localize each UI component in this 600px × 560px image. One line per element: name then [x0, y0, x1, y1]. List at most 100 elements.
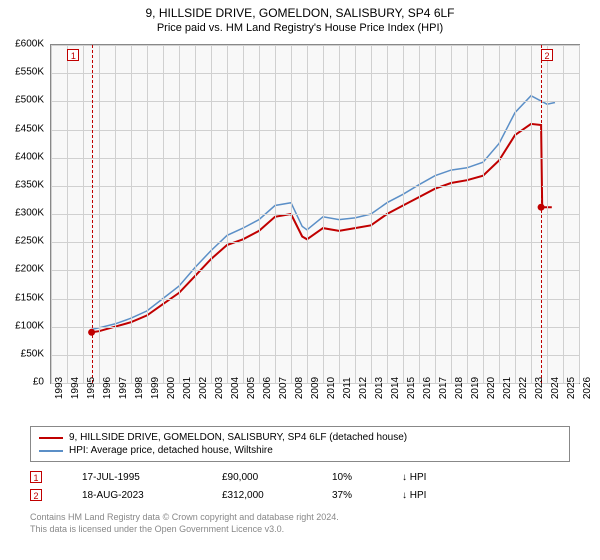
- y-axis-ticks: £0£50K£100K£150K£200K£250K£300K£350K£400…: [0, 44, 48, 384]
- event-hpi-indicator: ↓ HPI: [402, 472, 426, 483]
- gridline-vertical: [99, 45, 100, 383]
- x-tick-label: 2017: [438, 377, 449, 399]
- x-tick-label: 2002: [198, 377, 209, 399]
- event-hpi-indicator: ↓ HPI: [402, 490, 426, 501]
- x-tick-label: 2015: [406, 377, 417, 399]
- marker-number-box: 1: [67, 49, 79, 61]
- x-tick-label: 2013: [374, 377, 385, 399]
- y-tick-label: £250K: [15, 236, 44, 247]
- event-table: 117-JUL-1995£90,00010%↓ HPI218-AUG-2023£…: [30, 468, 570, 504]
- x-tick-label: 2012: [358, 377, 369, 399]
- gridline-vertical: [339, 45, 340, 383]
- event-marker-box: 2: [30, 489, 42, 501]
- event-marker-box: 1: [30, 471, 42, 483]
- x-tick-label: 2010: [326, 377, 337, 399]
- gridline-vertical: [387, 45, 388, 383]
- gridline-vertical: [83, 45, 84, 383]
- footer-line-2: This data is licensed under the Open Gov…: [30, 524, 570, 536]
- x-tick-label: 2016: [422, 377, 433, 399]
- x-tick-label: 2019: [470, 377, 481, 399]
- footer-attribution: Contains HM Land Registry data © Crown c…: [30, 512, 570, 535]
- gridline-vertical: [131, 45, 132, 383]
- gridline-vertical: [403, 45, 404, 383]
- event-row: 117-JUL-1995£90,00010%↓ HPI: [30, 468, 570, 486]
- x-tick-label: 2006: [262, 377, 273, 399]
- y-tick-label: £450K: [15, 123, 44, 134]
- chart-container: 9, HILLSIDE DRIVE, GOMELDON, SALISBURY, …: [0, 0, 600, 560]
- chart-subtitle: Price paid vs. HM Land Registry's House …: [0, 22, 600, 34]
- y-tick-label: £0: [33, 377, 44, 388]
- x-tick-label: 2004: [230, 377, 241, 399]
- gridline-vertical: [579, 45, 580, 383]
- x-tick-label: 1998: [134, 377, 145, 399]
- x-tick-label: 2026: [582, 377, 593, 399]
- event-row: 2 18-AUG-2023 £312,000 37% ↓ HPI: [30, 486, 570, 504]
- gridline-vertical: [227, 45, 228, 383]
- x-tick-label: 2009: [310, 377, 321, 399]
- event-price: £90,000: [222, 472, 302, 483]
- x-tick-label: 2025: [566, 377, 577, 399]
- chart-plot-area: 12: [50, 44, 580, 384]
- y-tick-label: £150K: [15, 292, 44, 303]
- x-tick-label: 2000: [166, 377, 177, 399]
- gridline-vertical: [147, 45, 148, 383]
- x-tick-label: 2011: [342, 377, 353, 399]
- x-tick-label: 2008: [294, 377, 305, 399]
- gridline-vertical: [355, 45, 356, 383]
- x-tick-label: 2007: [278, 377, 289, 399]
- y-tick-label: £500K: [15, 95, 44, 106]
- gridline-vertical: [275, 45, 276, 383]
- legend-item: HPI: Average price, detached house, Wilt…: [39, 444, 561, 457]
- x-tick-label: 2005: [246, 377, 257, 399]
- footer-line-1: Contains HM Land Registry data © Crown c…: [30, 512, 570, 524]
- gridline-vertical: [323, 45, 324, 383]
- gridline-vertical: [195, 45, 196, 383]
- x-tick-label: 1999: [150, 377, 161, 399]
- x-tick-label: 2014: [390, 377, 401, 399]
- gridline-vertical: [483, 45, 484, 383]
- event-pct: 37%: [332, 490, 372, 501]
- y-tick-label: £400K: [15, 151, 44, 162]
- x-tick-label: 2001: [182, 377, 193, 399]
- gridline-vertical: [371, 45, 372, 383]
- x-tick-label: 2020: [486, 377, 497, 399]
- gridline-vertical: [51, 45, 52, 383]
- gridline-vertical: [547, 45, 548, 383]
- gridline-vertical: [467, 45, 468, 383]
- y-tick-label: £600K: [15, 39, 44, 50]
- gridline-vertical: [451, 45, 452, 383]
- x-tick-label: 2024: [550, 377, 561, 399]
- y-tick-label: £100K: [15, 320, 44, 331]
- gridline-vertical: [515, 45, 516, 383]
- gridline-vertical: [115, 45, 116, 383]
- x-tick-label: 1993: [54, 377, 65, 399]
- event-price: £312,000: [222, 490, 302, 501]
- x-tick-label: 2023: [534, 377, 545, 399]
- y-tick-label: £300K: [15, 208, 44, 219]
- event-date: 18-AUG-2023: [82, 490, 192, 501]
- chart-title: 9, HILLSIDE DRIVE, GOMELDON, SALISBURY, …: [0, 6, 600, 20]
- gridline-vertical: [435, 45, 436, 383]
- event-pct: 10%: [332, 472, 372, 483]
- gridline-vertical: [67, 45, 68, 383]
- gridline-vertical: [291, 45, 292, 383]
- gridline-vertical: [307, 45, 308, 383]
- y-tick-label: £200K: [15, 264, 44, 275]
- legend-item: 9, HILLSIDE DRIVE, GOMELDON, SALISBURY, …: [39, 431, 561, 444]
- gridline-vertical: [259, 45, 260, 383]
- legend-label: HPI: Average price, detached house, Wilt…: [69, 445, 273, 456]
- marker-number-box: 2: [541, 49, 553, 61]
- legend-label: 9, HILLSIDE DRIVE, GOMELDON, SALISBURY, …: [69, 432, 407, 443]
- x-tick-label: 2022: [518, 377, 529, 399]
- legend-swatch: [39, 450, 63, 452]
- title-block: 9, HILLSIDE DRIVE, GOMELDON, SALISBURY, …: [0, 0, 600, 34]
- y-tick-label: £50K: [21, 348, 44, 359]
- gridline-vertical: [243, 45, 244, 383]
- gridline-vertical: [419, 45, 420, 383]
- gridline-vertical: [163, 45, 164, 383]
- x-tick-label: 2018: [454, 377, 465, 399]
- legend-swatch: [39, 437, 63, 439]
- y-tick-label: £550K: [15, 67, 44, 78]
- legend: 9, HILLSIDE DRIVE, GOMELDON, SALISBURY, …: [30, 426, 570, 462]
- marker-dash-line: [92, 45, 93, 383]
